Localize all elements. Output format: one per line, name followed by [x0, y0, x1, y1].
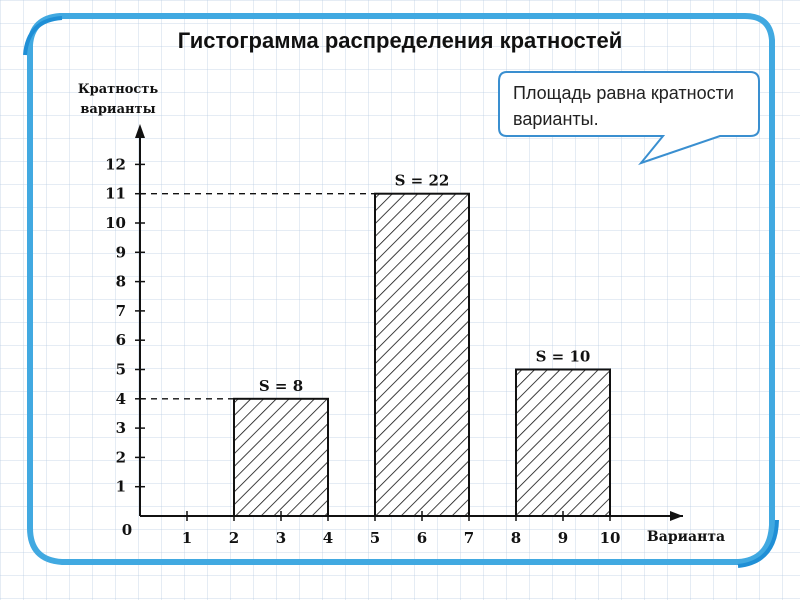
y-tick-label: 1	[116, 478, 126, 496]
y-tick-label: 10	[105, 214, 126, 232]
y-tick-label: 2	[116, 448, 126, 466]
x-axis-title: Варианта	[647, 529, 725, 545]
x-tick-label: 4	[323, 529, 333, 547]
x-tick-label: 1	[182, 529, 192, 547]
x-tick-label: 3	[276, 529, 286, 547]
y-tick-label: 6	[116, 331, 126, 349]
y-tick-label: 3	[116, 419, 126, 437]
y-tick-label: 4	[116, 390, 126, 408]
frame-corner-curl-tl	[23, 16, 63, 56]
callout-bubble	[498, 71, 760, 166]
y-axis-title-line2: варианты	[80, 102, 155, 117]
slide-title: Гистограмма распределения кратностей	[177, 28, 623, 53]
x-tick-label: 10	[600, 529, 621, 547]
histogram-bar	[374, 192, 470, 517]
x-tick-label: 7	[464, 529, 474, 547]
x-tick-label: 8	[511, 529, 521, 547]
y-axis-title-line1: Кратность	[78, 82, 159, 97]
x-tick-label: 2	[229, 529, 239, 547]
callout-shape	[498, 71, 760, 166]
y-tick-label: 7	[116, 302, 126, 320]
y-tick-label: 12	[105, 155, 126, 173]
bar-area-label: S = 10	[536, 348, 591, 366]
y-tick-label: 9	[116, 243, 126, 261]
frame-corner-curl-br	[737, 519, 779, 568]
x-tick-label: 5	[370, 529, 380, 547]
x-axis-arrow	[670, 511, 683, 521]
bar-area-label: S = 22	[395, 172, 450, 190]
callout-text: Площадь равна кратности варианты.	[513, 83, 734, 129]
y-tick-label: 11	[105, 185, 126, 203]
histogram-bar	[233, 397, 329, 517]
y-tick-label: 5	[116, 361, 126, 379]
x-tick-label: 9	[558, 529, 568, 547]
y-tick-label: 8	[116, 273, 126, 291]
x-tick-label: 6	[417, 529, 427, 547]
origin-label: 0	[122, 521, 132, 539]
bar-area-label: S = 8	[259, 377, 303, 395]
histogram-bar	[515, 368, 611, 517]
y-axis-arrow	[135, 124, 145, 138]
